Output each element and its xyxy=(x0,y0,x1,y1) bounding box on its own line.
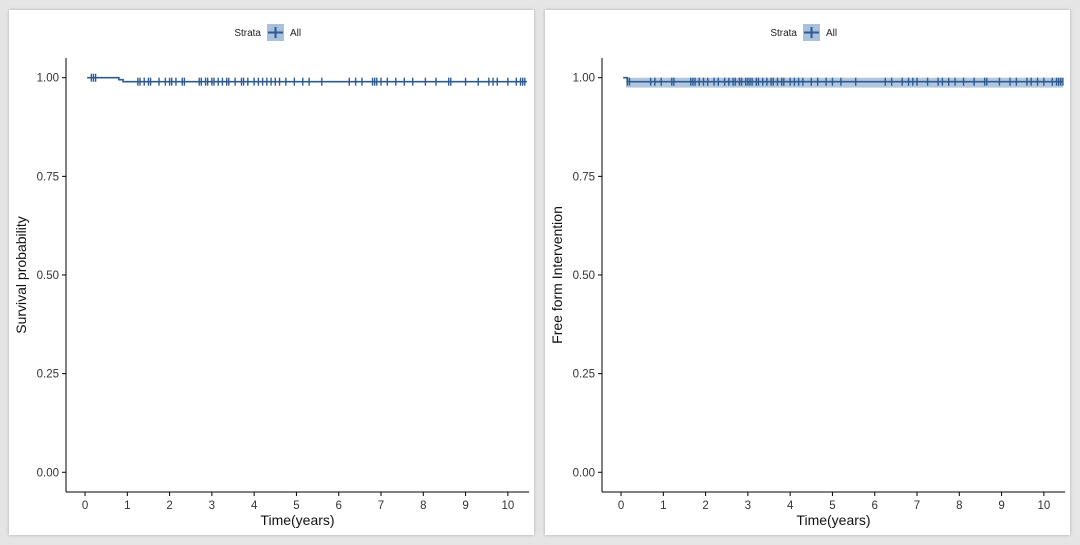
intervention-plot-panel: Strata All 0.00 0.25 0.50 0.75 1.00 0 1 2 3 4 5 6 7 8 9 1… xyxy=(545,10,1070,535)
x-tick-label: 4 xyxy=(251,500,258,512)
x-tick-label: 1 xyxy=(124,500,130,512)
x-tick-label: 7 xyxy=(378,500,384,512)
y-tick-label: 1.00 xyxy=(37,73,59,85)
legend-entry-all: All xyxy=(290,28,301,39)
x-axis-label: Time(years) xyxy=(796,512,870,528)
survival-plot: Strata All 0.00 0.25 0.50 0.75 1.00 0 1 2 3 4 5 6 7 8 9 1… xyxy=(13,24,529,528)
x-tick-label: 10 xyxy=(1037,500,1050,512)
x-tick-label: 3 xyxy=(209,500,215,512)
x-tick-label: 8 xyxy=(956,500,962,512)
y-axis-label: Survival probability xyxy=(13,216,29,334)
legend: Strata All xyxy=(770,24,837,41)
legend-entry-all: All xyxy=(826,28,837,39)
x-tick-label: 5 xyxy=(829,500,835,512)
survival-plot-panel: Strata All 0.00 0.25 0.50 0.75 1.00 0 1 2 3 4 5 6 7 8 9 1… xyxy=(9,10,534,535)
x-tick-label: 6 xyxy=(872,500,878,512)
y-tick-label: 0.25 xyxy=(37,369,59,381)
x-tick-label: 7 xyxy=(914,500,920,512)
y-tick-label: 1.00 xyxy=(573,73,595,85)
confidence-band xyxy=(626,77,1063,88)
x-tick-label: 3 xyxy=(745,500,751,512)
legend-title: Strata xyxy=(770,28,797,39)
legend-title: Strata xyxy=(234,28,261,39)
y-tick-label: 0.50 xyxy=(37,270,59,282)
legend: Strata All xyxy=(234,24,301,41)
y-tick-label: 0.75 xyxy=(37,171,59,183)
x-tick-label: 2 xyxy=(166,500,172,512)
x-tick-label: 9 xyxy=(998,500,1004,512)
x-tick-label: 9 xyxy=(462,500,468,512)
y-tick-label: 0.75 xyxy=(573,171,595,183)
survival-step-line xyxy=(87,76,527,83)
y-tick-label: 0.50 xyxy=(573,270,595,282)
y-axis-label: Free form Intervention xyxy=(549,206,565,344)
x-tick-label: 4 xyxy=(787,500,794,512)
y-tick-label: 0.25 xyxy=(573,369,595,381)
x-tick-label: 5 xyxy=(293,500,299,512)
y-tick-label: 0.00 xyxy=(573,467,595,479)
x-tick-label: 1 xyxy=(660,500,666,512)
x-tick-label: 0 xyxy=(618,500,624,512)
intervention-plot: Strata All 0.00 0.25 0.50 0.75 1.00 0 1 2 3 4 5 6 7 8 9 1… xyxy=(549,24,1065,528)
x-tick-label: 6 xyxy=(336,500,342,512)
x-axis-label: Time(years) xyxy=(260,512,334,528)
x-tick-label: 8 xyxy=(420,500,426,512)
x-tick-label: 10 xyxy=(501,500,514,512)
x-tick-label: 2 xyxy=(702,500,708,512)
x-tick-label: 0 xyxy=(82,500,88,512)
y-tick-label: 0.00 xyxy=(37,467,59,479)
